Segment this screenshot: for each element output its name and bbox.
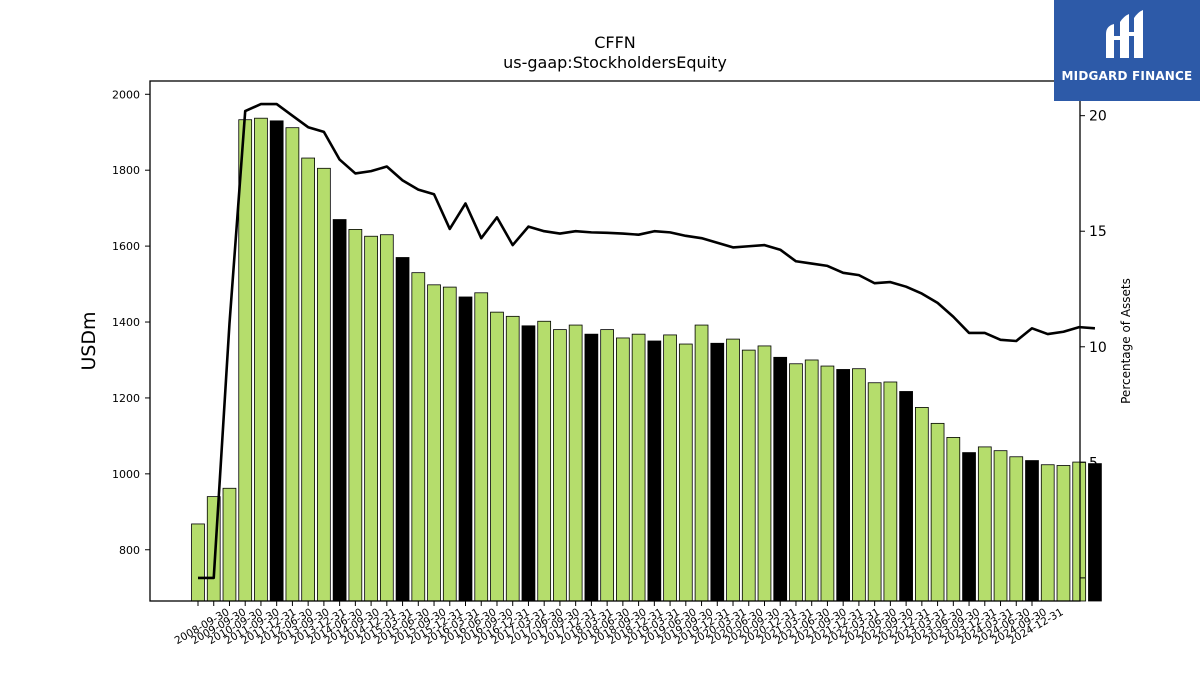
bar-2017-09-30 (568, 324, 583, 602)
bar-2020-12-31 (773, 356, 788, 602)
bar-2024-06-30 (993, 450, 1008, 602)
bar-2018-09-30 (631, 333, 646, 602)
y-axis-label: USDm (78, 311, 100, 370)
bar-2019-03-31 (663, 334, 677, 602)
bar-2019-09-30 (694, 324, 709, 602)
bar-2024-12-31 (1025, 460, 1039, 602)
bar-2022-12-31 (899, 391, 913, 602)
y-tick-label: 800 (119, 544, 140, 557)
bar-2017-06-30 (553, 329, 567, 602)
bar-2020-03-31 (726, 338, 740, 602)
bar-2021-06-30 (804, 359, 819, 602)
bar-2011-12-31 (285, 127, 300, 602)
y2-tick-label: 20 (1089, 109, 1107, 125)
bar-2013-09-30 (332, 219, 347, 602)
bar-2009-09-30 (222, 487, 237, 602)
bar-2013-12-31 (348, 229, 363, 602)
y-tick-label: 1000 (112, 468, 140, 481)
bar-2015-06-30 (427, 284, 441, 602)
y-tick-label: 1600 (112, 240, 140, 253)
chart-title: CFFN (594, 33, 636, 52)
bar-2020-06-30 (741, 349, 756, 602)
bar-2018-12-31 (647, 340, 662, 602)
bar-2024-09-30 (1009, 456, 1024, 602)
bar-2019-06-30 (678, 343, 693, 602)
bar-2016-09-30 (505, 315, 520, 602)
bar-2017-12-31 (584, 333, 599, 602)
y2-tick-label: 0 (1089, 571, 1098, 587)
bar-undefined (1056, 465, 1071, 602)
bar-2019-12-31 (710, 342, 725, 602)
y-tick-label: 1400 (112, 316, 140, 329)
y2-tick-label: 15 (1089, 224, 1107, 240)
bar-undefined (1088, 463, 1102, 602)
bar-undefined (1072, 461, 1087, 602)
bar-2018-03-31 (600, 329, 614, 602)
bar-2014-09-30 (379, 234, 394, 602)
bar-series (191, 117, 1102, 602)
y-tick-label: 1200 (112, 392, 140, 405)
bar-2018-06-30 (616, 337, 630, 602)
chart-subtitle: us-gaap:StockholdersEquity (503, 53, 727, 72)
left-y-axis: 800 1000 1200 1400 1600 1800 2000 (112, 88, 150, 557)
midgard-finance-logo: MIDGARD FINANCE (1054, 0, 1200, 101)
bar-2022-09-30 (883, 381, 898, 602)
bar-2014-12-31 (395, 257, 410, 602)
bar-2010-06-30 (238, 119, 253, 602)
bar-2022-06-30 (867, 382, 882, 602)
bar-2021-12-31 (836, 369, 851, 602)
y-tick-label: 1800 (112, 164, 140, 177)
bar-2010-09-30 (254, 117, 268, 602)
bar-2016-12-31 (521, 325, 536, 602)
y2-axis-label: Percentage of Assets (1119, 278, 1133, 404)
bar-2008-09-30 (191, 523, 205, 602)
right-y-axis: 0 5 10 15 20 (1080, 109, 1107, 587)
y2-tick-label: 5 (1089, 455, 1098, 471)
bar-2023-06-30 (930, 422, 945, 602)
bar-2023-12-31 (962, 452, 976, 602)
bar-2016-06-30 (490, 311, 504, 602)
bar-2024-03-31 (977, 446, 992, 602)
bar-2017-03-31 (537, 320, 552, 602)
bar-2023-03-31 (915, 407, 929, 602)
bar-2015-09-30 (442, 286, 457, 602)
bar-2022-03-31 (852, 368, 866, 602)
bar-2015-12-31 (458, 296, 473, 602)
line-series (198, 102, 1096, 580)
y-tick-label: 2000 (112, 88, 140, 101)
bar-2012-09-30 (317, 167, 331, 602)
bar-2014-06-30 (364, 235, 378, 602)
midgard-m-icon (1106, 10, 1143, 58)
bar-undefined (1040, 464, 1055, 602)
bar-2011-09-30 (269, 120, 284, 602)
y2-tick-label: 10 (1089, 340, 1107, 356)
bar-2012-06-30 (301, 157, 316, 602)
logo-text: MIDGARD FINANCE (1061, 69, 1193, 83)
bar-2021-03-31 (789, 363, 803, 602)
bar-2023-09-30 (946, 437, 961, 602)
bar-2021-09-30 (820, 365, 835, 602)
plot-frame (149, 80, 1081, 602)
bar-2020-09-30 (757, 345, 772, 602)
x-axis: 2008-09-302009-09-302010-09-302011-09-30… (173, 601, 1066, 647)
bar-2015-03-31 (411, 272, 426, 602)
bar-2016-03-31 (474, 292, 489, 602)
percentage-of-assets-line (198, 102, 1096, 580)
